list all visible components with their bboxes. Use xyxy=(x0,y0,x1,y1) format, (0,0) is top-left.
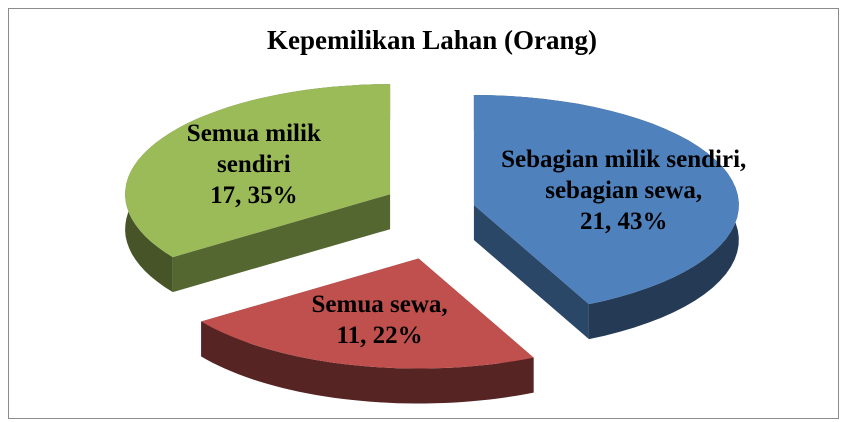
slice xyxy=(473,95,739,305)
label-name: Semua milik sendiri xyxy=(186,120,321,179)
data-label: Semua sewa, 11, 22% xyxy=(270,289,490,351)
data-label: Semua milik sendiri 17, 35% xyxy=(166,118,341,211)
label-name: Semua sewa, xyxy=(311,291,448,319)
label-value: 17, 35% xyxy=(210,182,298,210)
slice xyxy=(201,258,534,369)
label-value: 11, 22% xyxy=(336,322,423,350)
slice-wall xyxy=(201,321,534,404)
slice-side xyxy=(172,194,391,293)
data-label: Sebagian milik sendiri, sebagian sewa, 21… xyxy=(474,144,774,237)
slice xyxy=(125,84,391,258)
slice-side xyxy=(473,205,589,340)
label-name: Sebagian milik sendiri, sebagian sewa, xyxy=(501,146,747,205)
chart-title: Kepemilikan Lahan (Orang) xyxy=(267,25,597,55)
label-value: 21, 43% xyxy=(579,208,668,236)
